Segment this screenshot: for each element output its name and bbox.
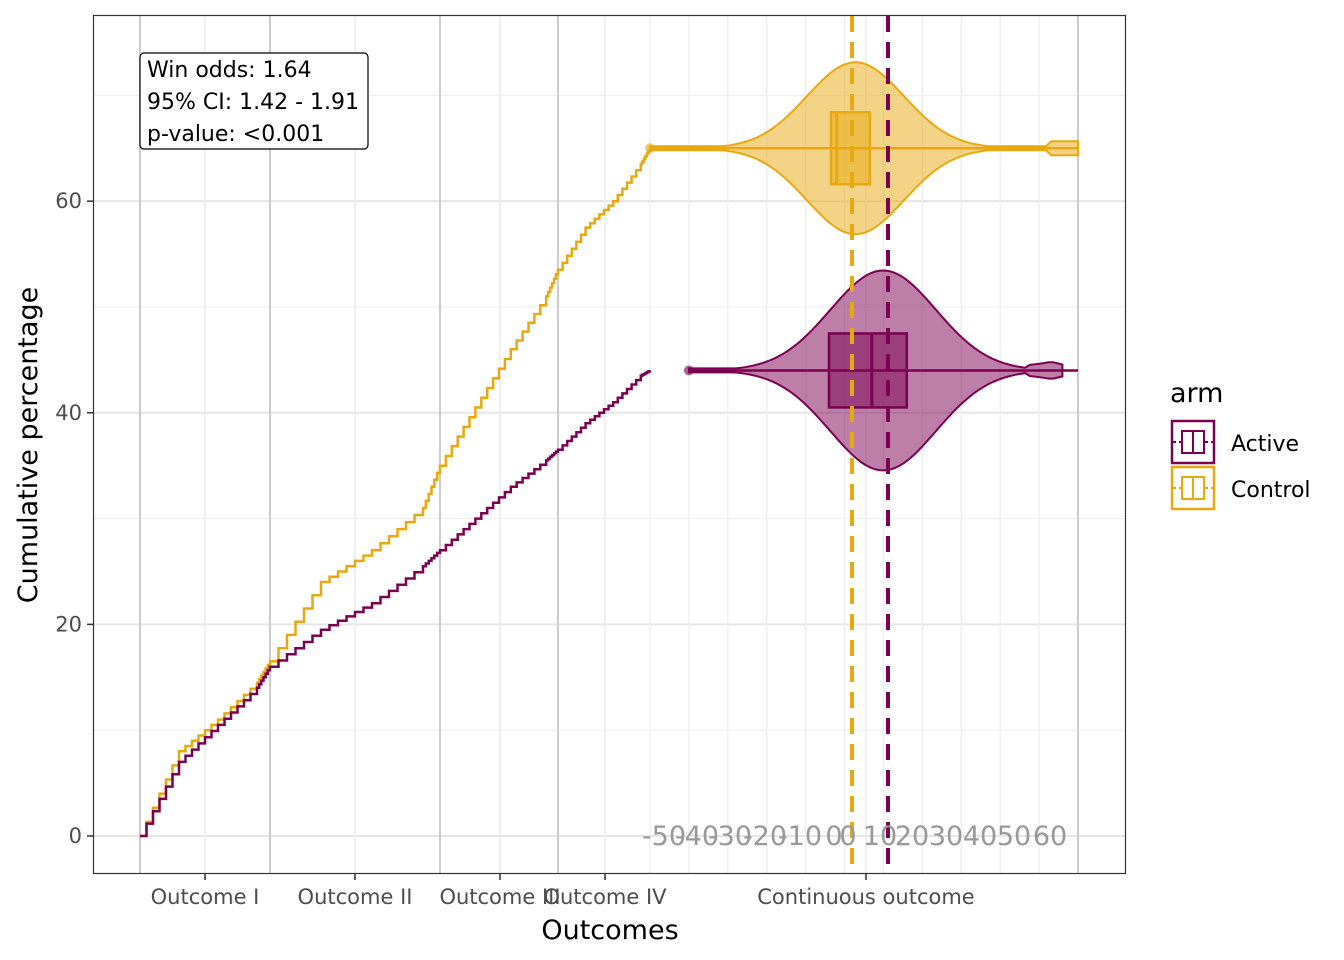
x-tick-label: Outcome I <box>151 885 260 909</box>
x-tick-label: Outcome IV <box>543 885 667 909</box>
continuous-tick-label: 20 <box>895 821 929 852</box>
annotation-box <box>139 52 369 150</box>
y-tick-label: 0 <box>69 824 82 848</box>
legend-title: arm <box>1170 378 1223 409</box>
continuous-tick-label: -20 <box>743 821 787 852</box>
continuous-tick-label: -30 <box>708 821 752 852</box>
y-tick-label: 40 <box>55 401 82 425</box>
continuous-tick-label: 30 <box>929 821 963 852</box>
legend-label-control: Control <box>1231 478 1311 503</box>
continuous-tick-label: -40 <box>675 821 719 852</box>
legend-keys <box>1170 419 1216 511</box>
continuous-tick-label: 0 <box>825 821 842 852</box>
control-range-start-point <box>645 143 655 154</box>
x-tick-label: Continuous outcome <box>757 885 974 909</box>
active-cumulative-line <box>140 370 652 838</box>
active-range-start-point <box>683 365 694 376</box>
grid-lines <box>94 16 1125 873</box>
stats-annotation: Win odds: 1.64 95% CI: 1.42 - 1.91 p-val… <box>139 52 369 150</box>
continuous-tick-label: 10 <box>863 821 897 852</box>
annotation-line-3: p-value: <0.001 <box>147 122 324 147</box>
x-axis-title: Outcomes <box>541 915 678 946</box>
panel-border <box>92 14 1127 875</box>
y-axis-title: Cumulative percentage <box>13 287 44 603</box>
legend-label-active: Active <box>1231 432 1299 457</box>
y-tick-label: 20 <box>55 612 82 636</box>
x-tick-label: Outcome II <box>298 885 413 909</box>
y-tick-label: 60 <box>55 189 82 213</box>
annotation-line-2: 95% CI: 1.42 - 1.91 <box>147 90 359 115</box>
continuous-tick-label: 0 <box>839 821 856 852</box>
control-cumulative-line <box>140 148 652 838</box>
active-box <box>827 332 909 409</box>
continuous-tick-label: 40 <box>963 821 997 852</box>
axes: 0 20 40 60 Outcome I Outcome II Outcome IIIOut… <box>55 189 974 909</box>
x-tick-label: Outcome III <box>439 885 560 909</box>
continuous-tick-label: 50 <box>997 821 1031 852</box>
continuous-tick-label: 60 <box>1033 821 1067 852</box>
continuous-tick-label: -50 <box>642 821 686 852</box>
continuous-tick-label: -10 <box>778 821 822 852</box>
annotation-line-1: Win odds: 1.64 <box>147 58 312 83</box>
legend: arm Active Control <box>1170 378 1311 511</box>
